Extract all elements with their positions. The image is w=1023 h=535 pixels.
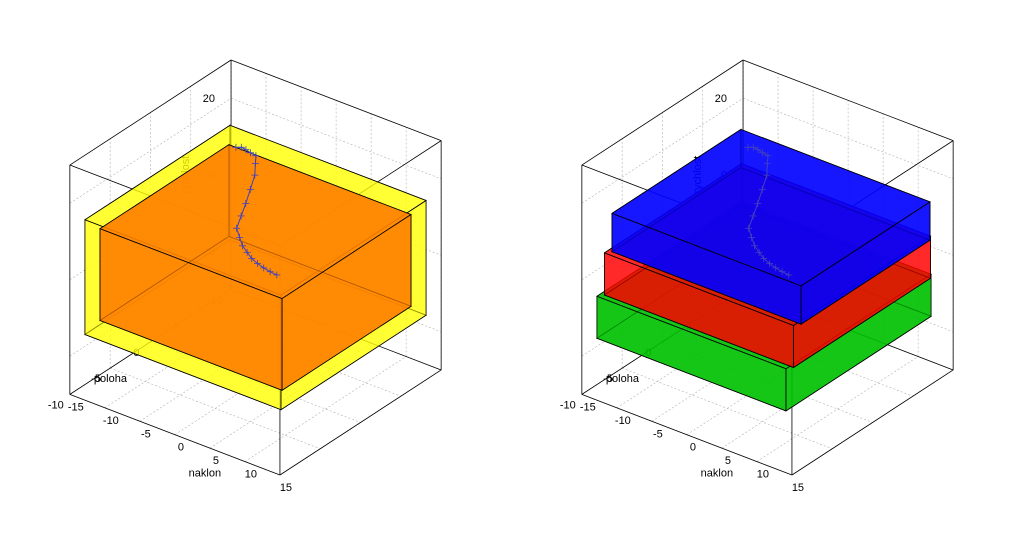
svg-text:-15: -15	[580, 401, 596, 413]
svg-text:-10: -10	[103, 415, 119, 427]
svg-text:naklon: naklon	[701, 468, 733, 480]
svg-text:20: 20	[203, 93, 215, 105]
svg-text:-10: -10	[48, 399, 64, 411]
svg-text:poloha: poloha	[94, 373, 128, 385]
svg-text:-10: -10	[615, 415, 631, 427]
figure-canvas: { "viewport": { "width": 1023, "height":…	[0, 0, 1023, 535]
plot-left: -15-10-5051015-10-50510-20020naklonpoloh…	[0, 0, 511, 535]
plot-right-svg: -15-10-5051015-10-50510-20020naklonpoloh…	[512, 0, 1023, 535]
svg-text:0: 0	[178, 442, 184, 454]
svg-text:-15: -15	[68, 401, 84, 413]
svg-text:naklon: naklon	[189, 468, 221, 480]
svg-text:-5: -5	[141, 428, 151, 440]
svg-text:15: 15	[792, 482, 804, 494]
svg-text:-5: -5	[653, 428, 663, 440]
svg-text:10: 10	[757, 469, 769, 481]
svg-text:5: 5	[213, 455, 219, 467]
svg-text:0: 0	[690, 442, 696, 454]
svg-text:poloha: poloha	[606, 373, 640, 385]
svg-text:-10: -10	[560, 399, 576, 411]
svg-text:5: 5	[725, 455, 731, 467]
svg-text:10: 10	[245, 469, 257, 481]
svg-text:20: 20	[715, 93, 727, 105]
svg-text:15: 15	[280, 482, 292, 494]
plot-right: -15-10-5051015-10-50510-20020naklonpoloh…	[512, 0, 1023, 535]
plot-left-svg: -15-10-5051015-10-50510-20020naklonpoloh…	[0, 0, 511, 535]
